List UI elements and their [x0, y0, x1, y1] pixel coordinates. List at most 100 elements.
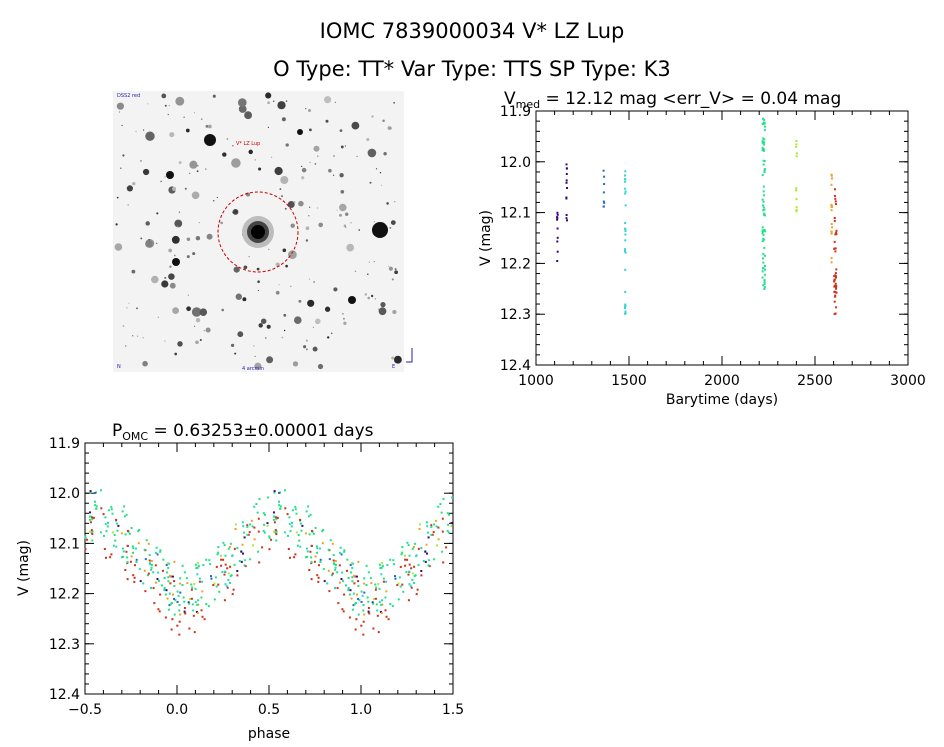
phase-point: [233, 547, 236, 550]
sky-star: [121, 124, 123, 127]
phase-point: [411, 547, 414, 550]
phase-point: [300, 529, 303, 532]
sky-star: [164, 104, 167, 107]
lightcurve-point: [835, 287, 837, 290]
sky-star: [238, 105, 247, 113]
phase-point: [407, 599, 410, 602]
sky-star: [307, 299, 315, 307]
lightcurve-point: [834, 294, 837, 297]
sky-star: [145, 131, 155, 141]
phase-point: [268, 536, 271, 539]
lightcurve-point: [763, 141, 765, 144]
sky-star: [351, 121, 360, 130]
phase-point: [229, 581, 231, 584]
lightcurve-point: [835, 233, 838, 236]
phase-point: [447, 523, 450, 526]
sky-star: [147, 103, 149, 105]
phase-point: [297, 534, 300, 536]
phase-point: [100, 507, 103, 510]
phase-point: [86, 538, 89, 541]
phase-point: [380, 612, 383, 615]
phase-point: [290, 525, 293, 528]
phase-point: [89, 515, 92, 518]
lightcurve-point: [831, 226, 834, 229]
sky-star: [356, 155, 358, 158]
lightcurve-point: [763, 169, 766, 172]
sky-star: [339, 213, 342, 217]
sky-star: [285, 264, 288, 268]
sky-star: [189, 172, 191, 174]
phase-point: [415, 555, 418, 557]
lightcurve-title-rest: = 12.12 mag <err_V> = 0.04 mag: [540, 89, 841, 109]
phase-point: [181, 584, 184, 586]
phase-point: [253, 526, 256, 529]
lightcurve-point: [556, 260, 559, 262]
phase-point: [322, 529, 325, 531]
phase-point: [196, 612, 199, 615]
sky-star: [168, 104, 170, 107]
lightcurve-point: [761, 232, 764, 235]
phase-point: [334, 560, 337, 562]
phase-point: [220, 558, 223, 561]
phase-point: [401, 583, 404, 586]
phase-point: [372, 598, 375, 600]
sky-star: [306, 340, 308, 342]
phase-point: [352, 604, 355, 607]
phase-point: [334, 566, 337, 569]
lightcurve-point: [834, 291, 837, 293]
sky-star: [254, 362, 262, 370]
phase-point: [348, 616, 351, 619]
phase-point: [367, 571, 370, 574]
phase-point: [321, 542, 324, 545]
phase-point: [116, 529, 119, 532]
phase-point: [173, 597, 175, 600]
sky-label-survey: DSS2 red: [117, 93, 140, 99]
phase-point: [91, 516, 94, 519]
phase-point: [126, 578, 129, 581]
phase-point: [386, 564, 389, 566]
phase-point: [380, 603, 383, 606]
phase-point: [321, 530, 324, 533]
phase-point: [157, 571, 160, 574]
phase-point: [226, 567, 229, 570]
lightcurve-point: [835, 285, 838, 287]
sky-star: [145, 221, 150, 226]
phase-point: [149, 563, 152, 566]
lightcurve-point: [762, 163, 765, 166]
phase-point: [267, 496, 270, 499]
phase-point: [135, 558, 138, 561]
phase-point: [333, 563, 336, 566]
phase-point: [131, 545, 134, 548]
phase-point: [411, 578, 414, 581]
phase-point: [384, 609, 387, 612]
phase-point: [396, 584, 399, 587]
sky-star: [207, 124, 212, 129]
phase-point: [381, 561, 384, 564]
sky-star: [265, 337, 267, 339]
sky-star: [192, 252, 196, 256]
sky-star: [205, 327, 211, 333]
phase-point: [179, 613, 182, 616]
phase-point: [130, 527, 133, 529]
phase-point: [295, 512, 298, 515]
phase-point: [231, 555, 234, 557]
phase-point: [441, 517, 444, 520]
phase-point: [377, 631, 380, 634]
phase-point: [191, 586, 194, 589]
sky-star: [172, 186, 177, 191]
lightcurve-point: [834, 197, 837, 200]
phase-point: [350, 562, 353, 565]
phase-point: [139, 580, 142, 583]
phase-point: [110, 508, 113, 511]
phase-point: [147, 574, 149, 577]
compass-icon: [406, 348, 413, 363]
phase-point: [328, 590, 331, 593]
sky-star: [161, 93, 167, 99]
phase-point: [374, 583, 377, 586]
lightcurve-point: [763, 208, 766, 211]
lightcurve-point: [833, 240, 836, 243]
sky-stars: [114, 92, 402, 370]
sky-star: [373, 261, 375, 263]
lightcurve-point: [624, 178, 626, 181]
phase-point: [404, 558, 407, 561]
